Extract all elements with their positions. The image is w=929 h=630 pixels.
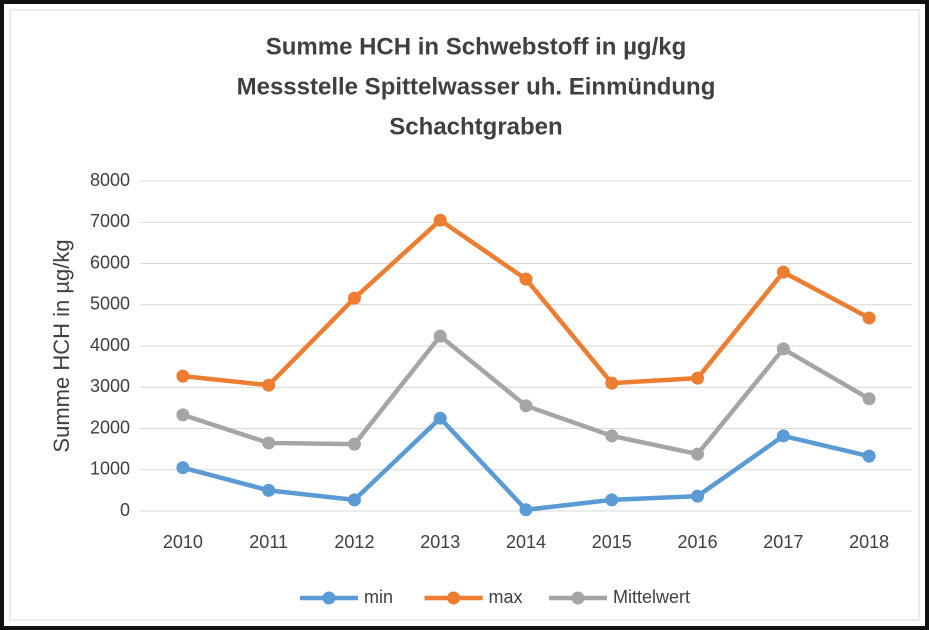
chart-title: Messstelle Spittelwasser uh. Einmündung [237, 73, 716, 100]
data-point [519, 399, 533, 413]
x-tick-label: 2014 [506, 532, 546, 552]
y-tick-label: 1000 [90, 459, 130, 479]
data-point [776, 265, 790, 279]
legend-marker [571, 591, 585, 605]
data-point [176, 408, 190, 422]
data-point [605, 429, 619, 443]
data-point [262, 378, 276, 392]
y-tick-label: 2000 [90, 417, 130, 437]
data-point [347, 437, 361, 451]
data-point [433, 329, 447, 343]
legend-marker [447, 591, 460, 605]
y-axis-title: Summe HCH in µg/kg [49, 239, 74, 452]
y-tick-label: 0 [120, 500, 130, 520]
chart-title: Schachtgraben [389, 113, 562, 140]
data-point [691, 371, 705, 385]
data-point [776, 342, 790, 356]
legend-marker [322, 591, 336, 605]
chart-title: Summe HCH in Schwebstoff in µg/kg [266, 33, 687, 60]
series-line [182, 415, 870, 513]
x-tick-label: 2013 [420, 532, 460, 552]
data-point [605, 493, 619, 507]
data-point [262, 483, 276, 497]
y-tick-label: 3000 [90, 376, 130, 396]
data-point [605, 376, 619, 390]
y-tick-label: 4000 [90, 335, 130, 355]
y-tick-label: 6000 [90, 252, 130, 272]
data-point [347, 493, 361, 507]
data-point [433, 213, 447, 227]
data-point [862, 449, 876, 463]
data-point [262, 436, 276, 450]
data-point [433, 411, 447, 425]
series-line [182, 333, 871, 457]
x-tick-label: 2015 [592, 532, 632, 552]
x-tick-label: 2017 [763, 532, 803, 552]
x-tick-label: 2010 [163, 532, 203, 552]
data-point [691, 489, 705, 503]
data-point [862, 392, 876, 406]
data-point [176, 461, 190, 475]
data-point [862, 311, 876, 325]
legend-label: max [489, 587, 523, 607]
chart-border [9, 9, 920, 621]
x-tick-label: 2016 [678, 532, 718, 552]
data-point [347, 291, 361, 305]
data-point [691, 447, 705, 461]
data-point [776, 429, 790, 443]
legend-label: Mittelwert [613, 587, 690, 607]
y-tick-label: 8000 [90, 170, 130, 190]
x-tick-label: 2011 [249, 532, 288, 552]
y-tick-label: 7000 [90, 211, 130, 231]
data-point [176, 369, 190, 383]
x-tick-label: 2012 [334, 532, 374, 552]
x-tick-label: 2018 [849, 532, 889, 552]
series-line [182, 217, 871, 388]
data-point [519, 503, 533, 517]
y-tick-label: 5000 [90, 294, 130, 314]
legend-label: min [364, 587, 393, 607]
data-point [519, 272, 533, 286]
